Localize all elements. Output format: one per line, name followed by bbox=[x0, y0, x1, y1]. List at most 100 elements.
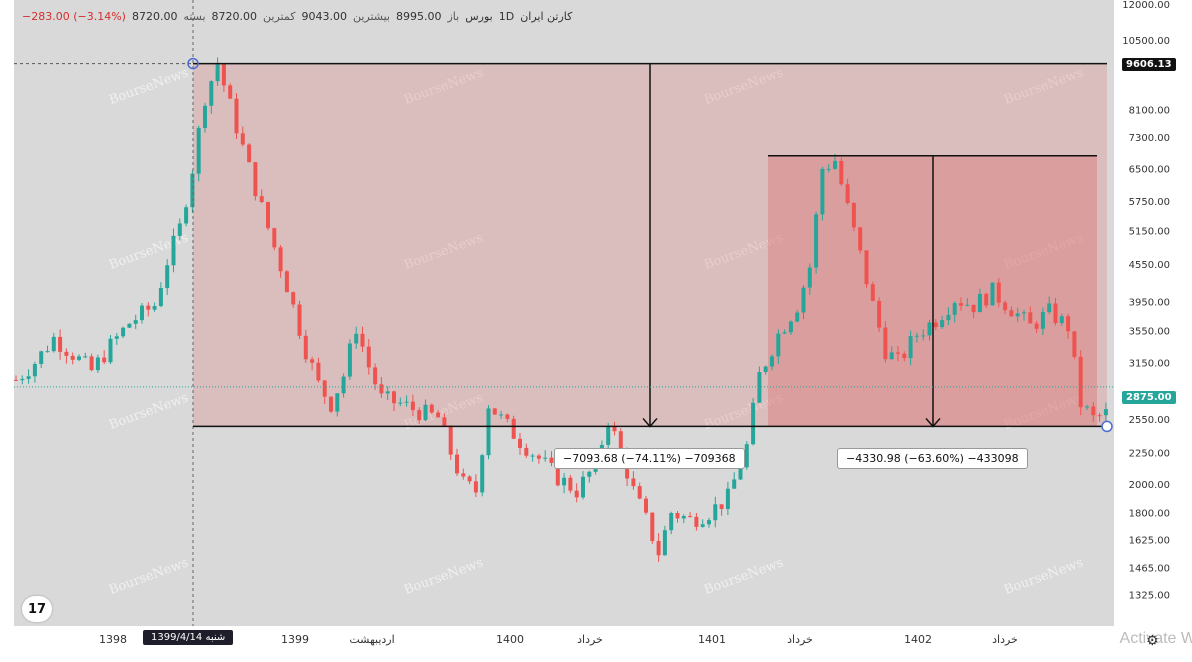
time-axis-label: 1399 bbox=[281, 633, 309, 646]
candle-body bbox=[366, 346, 371, 368]
symbol-title[interactable]: کارتن ایران bbox=[520, 10, 573, 23]
candle-body bbox=[499, 414, 504, 416]
candle-body bbox=[555, 462, 560, 486]
price-axis[interactable]: 12000.00 10500.00 8100.00 7300.00 6500.00 575… bbox=[1122, 0, 1170, 601]
arrow-head-1 bbox=[642, 417, 658, 428]
candle-body bbox=[133, 320, 138, 324]
anchor-handle-end bbox=[1101, 420, 1113, 433]
tradingview-logo-icon[interactable]: 17 bbox=[22, 596, 52, 622]
price-axis-label: 1625.00 bbox=[1129, 536, 1170, 547]
candle-body bbox=[455, 454, 459, 474]
candle-body bbox=[996, 282, 1001, 303]
candle-body bbox=[965, 304, 970, 306]
candle-body bbox=[95, 357, 100, 371]
candle-body bbox=[713, 504, 718, 521]
candle-body bbox=[738, 467, 743, 480]
time-axis-label: 1402 bbox=[904, 633, 932, 646]
candle-body bbox=[807, 267, 812, 288]
candle-body bbox=[952, 303, 957, 315]
candle-body bbox=[1034, 323, 1039, 329]
candle-body bbox=[990, 282, 995, 306]
candle-body bbox=[196, 127, 201, 174]
candle-body bbox=[675, 512, 680, 519]
candle-body bbox=[637, 486, 642, 499]
candle-body bbox=[259, 196, 264, 202]
candle-body bbox=[234, 98, 239, 134]
close-label: بسته bbox=[183, 10, 206, 23]
candle-body bbox=[782, 332, 787, 334]
candle-body bbox=[914, 335, 919, 337]
candle-body bbox=[1059, 316, 1064, 324]
candle-body bbox=[858, 227, 863, 251]
candle-body bbox=[373, 367, 378, 385]
candle-body bbox=[392, 391, 396, 404]
candle-body bbox=[814, 214, 819, 268]
candle-body bbox=[883, 327, 888, 360]
candle-body bbox=[284, 271, 289, 293]
candle-body bbox=[688, 516, 693, 518]
candle-body bbox=[347, 343, 352, 377]
candle-body bbox=[820, 168, 825, 215]
price-axis-label: 3550.00 bbox=[1129, 326, 1170, 337]
candle-body bbox=[902, 353, 907, 359]
candle-body bbox=[851, 203, 856, 228]
candle-body bbox=[536, 455, 541, 459]
gear-icon[interactable]: ⚙ bbox=[1146, 633, 1159, 649]
candle-body bbox=[448, 426, 453, 455]
candle-body bbox=[1040, 312, 1045, 329]
candle-body bbox=[757, 372, 762, 403]
timeframe-label[interactable]: 1D bbox=[498, 10, 515, 23]
crosshair-date-tag: شنبه 1399/4/14 bbox=[143, 630, 234, 645]
time-axis-label: اردیبهشت bbox=[349, 633, 394, 646]
time-axis-label: 1400 bbox=[496, 633, 524, 646]
candle-body bbox=[83, 356, 88, 358]
change-value: −283.00 (−3.14%) bbox=[22, 10, 126, 23]
candle-body bbox=[221, 64, 226, 86]
candle-body bbox=[896, 352, 900, 354]
candle-body bbox=[316, 362, 321, 381]
close-value: 8720.00 bbox=[131, 10, 178, 23]
candle-body bbox=[877, 300, 882, 328]
candle-body bbox=[788, 321, 793, 333]
candle-body bbox=[379, 384, 384, 394]
high-label: بیشترین bbox=[352, 10, 390, 23]
candle-body bbox=[70, 355, 75, 360]
candle-body bbox=[385, 391, 390, 394]
candle-body bbox=[606, 426, 611, 445]
candle-body bbox=[1072, 331, 1077, 357]
high-price-tag: 9606.13 bbox=[1122, 58, 1176, 71]
time-axis-label: 1401 bbox=[698, 633, 726, 646]
candle-body bbox=[725, 488, 730, 509]
candle-body bbox=[889, 352, 894, 360]
candle-body bbox=[398, 402, 403, 404]
candle-body bbox=[568, 477, 573, 491]
candle-body bbox=[272, 228, 277, 248]
candle-body bbox=[839, 160, 844, 185]
candle-body bbox=[297, 304, 302, 336]
candle-body bbox=[801, 287, 806, 313]
candles-layer bbox=[14, 57, 1108, 562]
price-axis-label: 5150.00 bbox=[1129, 227, 1170, 238]
candle-body bbox=[744, 444, 749, 468]
price-axis-label: 2000.00 bbox=[1129, 480, 1170, 491]
time-axis-label: خرداد bbox=[787, 633, 813, 646]
candle-body bbox=[921, 335, 926, 337]
candle-body bbox=[486, 408, 491, 456]
candle-body bbox=[763, 366, 768, 373]
candle-body bbox=[410, 401, 415, 411]
price-axis-label: 2550.00 bbox=[1129, 415, 1170, 426]
candle-body bbox=[209, 81, 214, 106]
ohlc-legend: −283.00 (−3.14%) 8720.00 بسته 8720.00 کمتر… bbox=[22, 10, 572, 23]
exchange-label: بورس bbox=[465, 10, 493, 23]
candle-body bbox=[32, 364, 37, 377]
candle-body bbox=[1066, 316, 1071, 332]
candle-body bbox=[681, 516, 686, 519]
price-axis-label: 8100.00 bbox=[1129, 105, 1170, 116]
price-axis-label: 6500.00 bbox=[1129, 164, 1170, 175]
candle-body bbox=[360, 333, 365, 347]
candle-body bbox=[26, 376, 31, 379]
candle-body bbox=[984, 293, 989, 306]
time-axis-label: خرداد bbox=[992, 633, 1018, 646]
